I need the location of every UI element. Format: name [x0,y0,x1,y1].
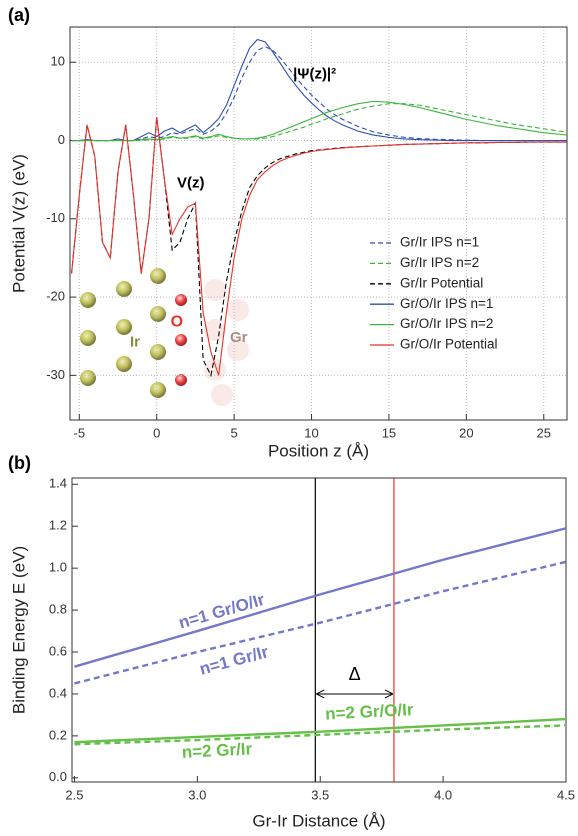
y-tick-label: 0.8 [49,602,67,617]
series-line [71,38,567,142]
x-axis-label: Position z (Å) [268,441,369,460]
y-axis-label: Potential V(z) (eV) [9,154,28,293]
x-tick-label: 3.5 [311,787,329,802]
legend-label: Gr/Ir IPS n=2 [400,255,479,270]
y-tick-label: 1.4 [49,476,67,491]
y-tick-label: 1.2 [49,518,67,533]
x-axis-label: Gr-Ir Distance (Å) [252,811,385,830]
series-label: n=2 Gr/O/Ir [325,700,415,724]
annotation: |Ψ(z)|² [293,66,336,83]
y-tick-label: 0.0 [49,769,67,784]
x-tick-label: 20 [459,425,473,440]
series-line [71,45,567,142]
annotation: V(z) [177,175,205,192]
legend-label: Gr/Ir IPS n=1 [400,235,479,250]
x-tick-label: 0 [153,425,160,440]
annotation: Δ [349,664,361,684]
annotation: Gr [230,329,248,346]
x-tick-label: 25 [537,425,551,440]
legend-label: Gr/O/Ir Potential [400,337,498,352]
legend-label: Gr/O/Ir IPS n=2 [400,316,493,331]
y-tick-label: -30 [46,367,65,382]
panel-label: (a) [8,5,30,25]
series-line [74,527,566,668]
x-tick-label: 4.5 [557,787,575,802]
y-tick-label: 0.2 [49,727,67,742]
series-line [71,103,567,142]
x-tick-label: 3.0 [188,787,206,802]
y-tick-label: 0 [58,132,65,147]
y-tick-label: -10 [46,210,65,225]
legend-label: Gr/Ir Potential [400,275,483,290]
y-tick-label: 0.6 [49,643,67,658]
annotation: O [171,313,183,330]
series-label: n=2 Gr/Ir [181,739,253,762]
x-tick-label: 10 [304,425,318,440]
series-line [74,560,566,685]
x-tick-label: 15 [382,425,396,440]
y-tick-label: 1.0 [49,560,67,575]
annotation: Ir [130,333,140,350]
y-tick-label: 0.4 [49,685,67,700]
plot-frame [71,477,567,783]
arrow-head [316,689,394,699]
series-label: n=1 Gr/O/Ir [177,590,268,633]
series-line [74,717,566,744]
y-axis-label: Binding Energy E (eV) [9,546,28,714]
x-tick-label: 4.0 [434,787,452,802]
x-tick-label: 5 [231,425,238,440]
y-tick-label: 10 [51,54,65,69]
x-tick-label: -5 [74,425,86,440]
panel-label: (b) [8,453,31,473]
legend-label: Gr/O/Ir IPS n=1 [400,296,493,311]
y-tick-label: -20 [46,289,65,304]
series-label: n=1 Gr/Ir [197,642,270,679]
x-tick-label: 2.5 [65,787,83,802]
series-line [71,100,567,142]
atom-illustration [80,268,249,406]
plot-frame [69,26,568,421]
series-line [74,724,566,746]
series-line [71,116,567,376]
